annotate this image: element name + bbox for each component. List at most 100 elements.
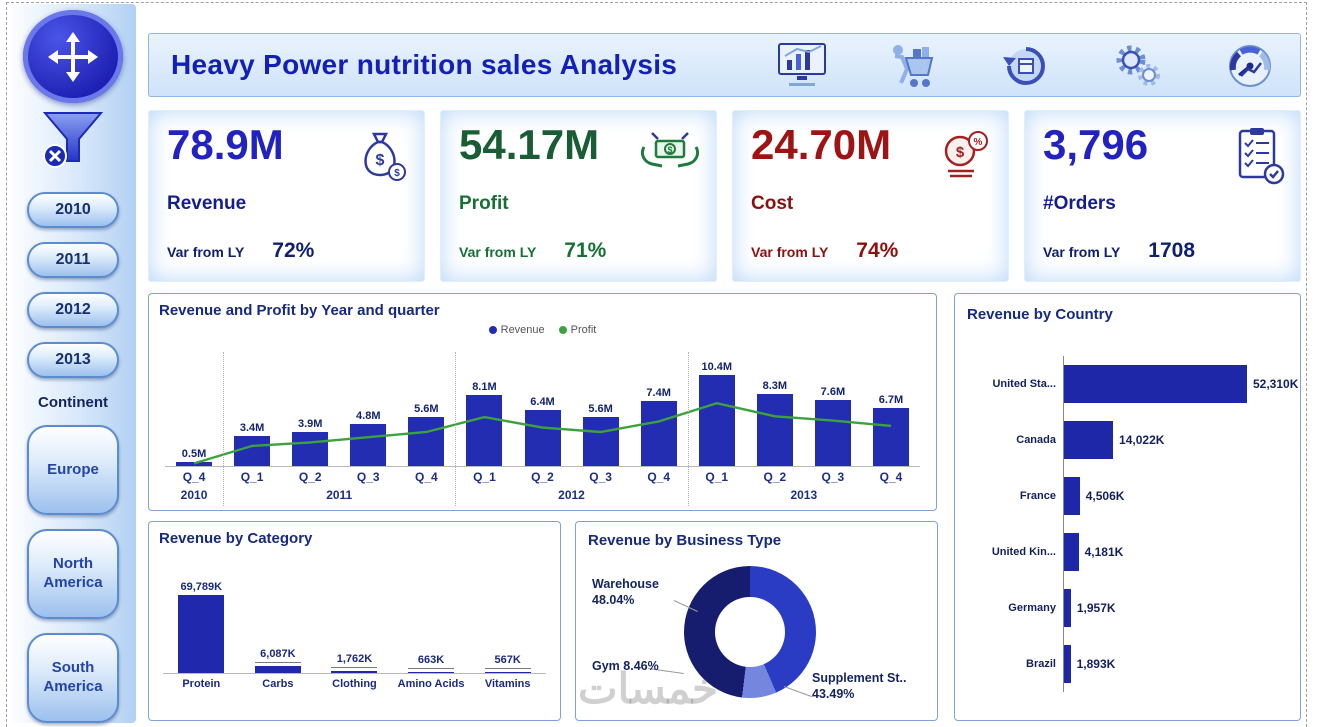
- category-bars: 69,789K 6,087K 1,762K 663K 567K: [163, 558, 546, 674]
- sidebar: 2010 2011 2012 2013 Continent Europe North A…: [10, 4, 136, 723]
- chart-title: Revenue by Country: [967, 306, 1113, 323]
- header-banner: Heavy Power nutrition sales Analysis: [148, 33, 1301, 97]
- var-from-ly-label: Var from LY: [1043, 244, 1121, 260]
- revenue-bar[interactable]: [872, 407, 909, 466]
- revenue-bar[interactable]: [350, 424, 387, 466]
- var-from-ly-label: Var from LY: [167, 244, 245, 260]
- bar-value-label: 1,893K: [1076, 657, 1116, 671]
- year-filter-2012[interactable]: 2012: [27, 292, 119, 328]
- slice-percent: 43.49%: [812, 687, 855, 702]
- bar-value-label: 4,181K: [1084, 545, 1124, 559]
- category-bar[interactable]: [254, 666, 301, 673]
- chart-title: Revenue by Business Type: [588, 532, 782, 549]
- revenue-bar[interactable]: [408, 417, 445, 466]
- order-checklist-icon: [1232, 127, 1286, 190]
- bar-value-label: 1,762K: [336, 653, 373, 666]
- bar-value-label: 8.1M: [472, 381, 497, 394]
- country-bar[interactable]: [1064, 533, 1079, 571]
- revenue-bar-slot: 10.4M: [688, 361, 746, 466]
- coins-percent-icon: $ %: [936, 127, 994, 188]
- panel-revenue-profit-quarterly: Revenue and Profit by Year and quarter R…: [148, 293, 937, 511]
- svg-text:$: $: [394, 168, 400, 179]
- revenue-bars: 0.5M 3.4M 3.9M 4.8M 5.6M 8.1M 6.4M 5.6M 7.4M 10.4…: [165, 352, 920, 466]
- revenue-bar[interactable]: [756, 393, 793, 466]
- revenue-bar[interactable]: [582, 417, 619, 466]
- kpi-card-cost: 24.70M $ % Cost Var from LY 74%: [732, 110, 1009, 282]
- chart-legend: Revenue Profit: [149, 324, 936, 336]
- country-bar-area: 4,506K: [1063, 468, 1290, 524]
- slice-percent: 48.04%: [592, 593, 635, 608]
- move-arrows-icon[interactable]: [23, 10, 123, 103]
- svg-text:$: $: [956, 144, 965, 161]
- year-filter-2011[interactable]: 2011: [27, 242, 119, 278]
- year-filter-2013[interactable]: 2013: [27, 342, 119, 378]
- category-axis: Protein Carbs Clothing Amino Acids Vitamins: [163, 678, 546, 692]
- revenue-bar[interactable]: [234, 436, 271, 466]
- kpi-card-revenue: 78.9M $ $ Revenue Var from LY 72%: [148, 110, 425, 282]
- year-filters: 2010 2011 2012 2013: [27, 178, 119, 378]
- business-type-donut[interactable]: [684, 566, 816, 698]
- country-row: United Sta... 52,310K: [967, 356, 1298, 412]
- country-bar[interactable]: [1064, 589, 1071, 627]
- revenue-bar[interactable]: [698, 375, 735, 466]
- panel-revenue-by-country: Revenue by Country United Sta... 52,310K C…: [954, 293, 1301, 721]
- quarter-label: Q_2: [763, 470, 787, 484]
- year-separator: [455, 352, 457, 506]
- quarter-label: Q_2: [298, 470, 322, 484]
- continent-filter-south-america[interactable]: South America: [27, 633, 119, 723]
- category-label: Vitamins: [484, 678, 531, 690]
- var-from-ly-value: 74%: [856, 239, 899, 262]
- kpi-revenue-value: 78.9M: [167, 121, 284, 168]
- category-bar[interactable]: [331, 671, 378, 673]
- country-row: Canada 14,022K: [967, 412, 1290, 468]
- quarter-label: Q_1: [240, 470, 264, 484]
- bar-value-label: 6.7M: [878, 393, 904, 406]
- continent-filter-north-america[interactable]: North America: [27, 529, 119, 619]
- country-label: Canada: [1016, 434, 1056, 446]
- slice-label-warehouse: Warehouse 48.04%: [592, 576, 659, 609]
- continent-filter-europe[interactable]: Europe: [27, 425, 119, 515]
- quarter-label: Q_1: [705, 470, 729, 484]
- revenue-bar[interactable]: [292, 431, 329, 466]
- revenue-bar[interactable]: [466, 395, 503, 466]
- bar-value-label: 8.3M: [762, 379, 788, 392]
- bar-value-label: 3.4M: [239, 422, 265, 435]
- revenue-bar[interactable]: [640, 401, 677, 466]
- kpi-cost-label: Cost: [751, 193, 794, 214]
- legend-item-profit[interactable]: Profit: [558, 324, 596, 336]
- quarter-label: Q_3: [821, 470, 845, 484]
- category-bar[interactable]: [408, 671, 455, 673]
- country-bar[interactable]: [1064, 645, 1071, 683]
- category-bar-slot: 567K: [469, 654, 546, 673]
- quarter-label: Q_3: [356, 470, 380, 484]
- kpi-profit-value: 54.17M: [459, 121, 600, 168]
- revenue-bar[interactable]: [176, 461, 213, 466]
- analytics-monitor-icon: [774, 41, 830, 91]
- continent-label: Continent: [38, 394, 108, 411]
- revenue-bar[interactable]: [524, 410, 561, 466]
- clear-filter-icon[interactable]: [37, 109, 109, 178]
- gears-icon: [1110, 41, 1166, 91]
- category-label: Clothing: [332, 678, 377, 690]
- label-underline: [254, 662, 301, 664]
- category-bar-slot: 1,762K: [316, 653, 393, 673]
- category-bar[interactable]: [484, 671, 531, 673]
- country-bar-area: 1,893K: [1063, 636, 1290, 692]
- country-bars: United Sta... 52,310K Canada 14,022K France 4…: [967, 356, 1298, 692]
- country-bar[interactable]: [1064, 477, 1080, 515]
- category-bar-slot: 6,087K: [240, 648, 317, 673]
- legend-item-revenue[interactable]: Revenue: [488, 324, 545, 336]
- country-bar-area: 4,181K: [1063, 524, 1290, 580]
- var-from-ly-label: Var from LY: [751, 244, 829, 260]
- country-bar-area: 52,310K: [1063, 356, 1298, 412]
- country-bar[interactable]: [1064, 421, 1114, 459]
- category-bar-slot: 69,789K: [163, 581, 240, 673]
- year-filter-2010[interactable]: 2010: [27, 192, 119, 228]
- page-title: Heavy Power nutrition sales Analysis: [171, 49, 678, 80]
- revenue-bar-slot: 3.4M: [223, 422, 281, 466]
- category-bar[interactable]: [178, 595, 225, 673]
- bar-value-label: 6,087K: [260, 648, 296, 661]
- revenue-bar[interactable]: [814, 399, 851, 466]
- slice-label-supplement: Supplement St.. 43.49%: [812, 670, 936, 703]
- country-bar[interactable]: [1064, 365, 1247, 403]
